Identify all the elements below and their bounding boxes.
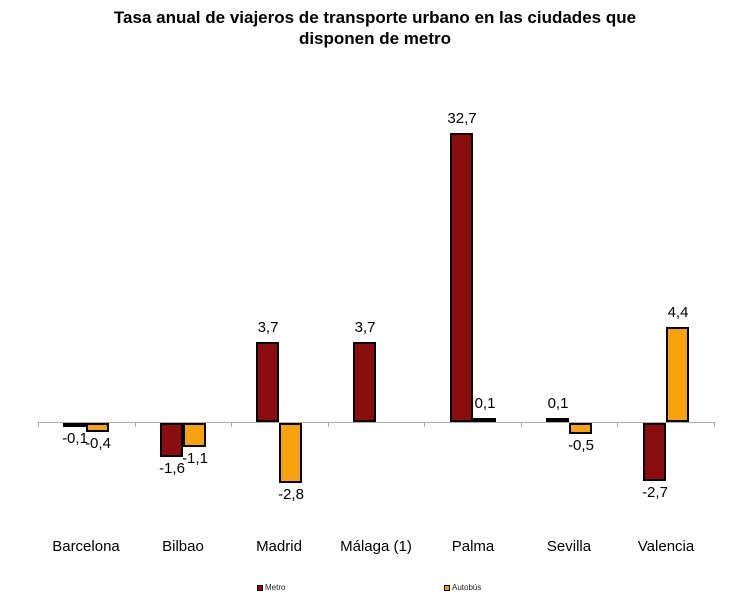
value-label-autob-s-bilbao: -1,1	[182, 450, 208, 467]
value-label-autob-s-palma: 0,1	[474, 395, 496, 412]
x-axis-baseline	[38, 422, 714, 423]
metro-legend-label: Metro	[265, 583, 286, 592]
value-label-autob-s-barcelona: -0,4	[85, 435, 111, 452]
bar-autob-s-palma	[473, 418, 496, 422]
axis-tick	[135, 422, 136, 427]
value-label-autob-s-sevilla: -0,5	[568, 437, 594, 454]
value-label-metro-barcelona: -0,1	[62, 430, 88, 447]
legend-item-autobus: Autobús	[444, 583, 481, 592]
bar-autob-s-bilbao	[183, 423, 206, 447]
bar-metro-madrid	[256, 342, 279, 422]
axis-tick	[617, 422, 618, 427]
axis-tick	[521, 422, 522, 427]
bar-metro-sevilla	[546, 418, 569, 422]
bar-metro-m-laga-1	[353, 342, 376, 422]
bar-autob-s-valencia	[666, 327, 689, 422]
value-label-autob-s-madrid: -2,8	[278, 486, 304, 503]
x-axis-label-palma: Palma	[451, 538, 495, 555]
metro-legend-swatch	[257, 584, 263, 591]
axis-tick	[424, 422, 425, 427]
x-axis-label-madrid: Madrid	[256, 538, 302, 555]
autobus-legend-label: Autobús	[452, 583, 482, 592]
value-label-metro-sevilla: 0,1	[547, 395, 569, 412]
bar-autob-s-barcelona	[86, 423, 109, 432]
x-axis-label-barcelona: Barcelona	[52, 538, 120, 555]
bar-metro-bilbao	[160, 423, 183, 457]
chart-title-text: Tasa anual de viajeros de transporte urb…	[113, 8, 637, 48]
value-label-metro-madrid: 3,7	[257, 319, 279, 336]
axis-tick	[328, 422, 329, 427]
value-label-metro-valencia: -2,7	[642, 484, 668, 501]
bar-autob-s-sevilla	[569, 423, 592, 434]
x-axis-label-valencia: Valencia	[637, 538, 695, 555]
bar-metro-palma	[450, 133, 473, 422]
bar-metro-valencia	[643, 423, 666, 481]
legend: Metro Autobús	[0, 583, 750, 597]
legend-item-metro: Metro	[257, 583, 285, 592]
value-label-metro-palma: 32,7	[447, 110, 477, 127]
value-label-autob-s-valencia: 4,4	[667, 304, 689, 321]
axis-tick	[38, 422, 39, 427]
chart-title: Tasa anual de viajeros de transporte urb…	[0, 7, 750, 49]
value-label-metro-m-laga-1: 3,7	[354, 319, 376, 336]
x-axis-label-m-laga-1: Málaga (1)	[340, 538, 412, 555]
axis-tick	[714, 422, 715, 427]
value-label-metro-bilbao: -1,6	[159, 460, 185, 477]
axis-tick	[231, 422, 232, 427]
bar-metro-barcelona	[63, 423, 86, 427]
x-axis-label-bilbao: Bilbao	[162, 538, 204, 555]
bar-autob-s-madrid	[279, 423, 302, 483]
x-axis-label-sevilla: Sevilla	[546, 538, 592, 555]
autobus-legend-swatch	[444, 584, 450, 591]
